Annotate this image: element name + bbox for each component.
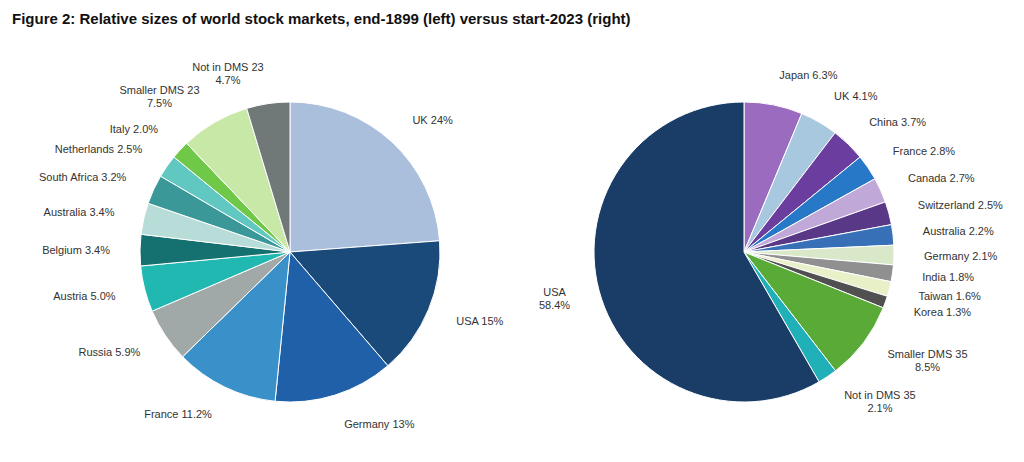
slice-label: South Africa 3.2% xyxy=(39,171,127,183)
slice-label: Germany 13% xyxy=(344,418,415,430)
slice-label: Netherlands 2.5% xyxy=(55,143,143,155)
slice-label: Australia 3.4% xyxy=(44,206,115,218)
slice-label: Smaller DMS 237.5% xyxy=(119,84,199,109)
title: Figure 2: Relative sizes of world stock … xyxy=(12,10,631,27)
pie xyxy=(140,102,440,402)
slice-label: Switzerland 2.5% xyxy=(918,199,1003,211)
slice-label: UK 24% xyxy=(412,114,453,126)
chart: Figure 2: Relative sizes of world stock … xyxy=(0,0,1024,462)
slice-label: France 11.2% xyxy=(144,408,212,420)
slice-label: Germany 2.1% xyxy=(924,250,998,262)
slice-label: USA 15% xyxy=(456,315,503,327)
slice-label: Russia 5.9% xyxy=(79,346,141,358)
slice-label: Belgium 3.4% xyxy=(42,244,110,256)
slice-label: Smaller DMS 358.5% xyxy=(888,348,968,373)
slice-label: Not in DMS 234.7% xyxy=(192,61,264,86)
slice-label: Canada 2.7% xyxy=(908,172,975,184)
slice-label: USA58.4% xyxy=(539,286,570,311)
pie-slice xyxy=(594,102,819,402)
slice-label: Austria 5.0% xyxy=(53,290,116,302)
slice-label: Not in DMS 352.1% xyxy=(844,389,916,414)
pie xyxy=(594,102,894,402)
slice-label: Taiwan 1.6% xyxy=(918,290,981,302)
slice-label: India 1.8% xyxy=(922,271,974,283)
pie-slice xyxy=(275,252,388,402)
slice-label: Japan 6.3% xyxy=(779,69,837,81)
pie-slice xyxy=(247,102,290,252)
slice-label: France 2.8% xyxy=(893,145,956,157)
slice-label: UK 4.1% xyxy=(834,90,878,102)
slice-label: Korea 1.3% xyxy=(914,306,972,318)
slice-label: Australia 2.2% xyxy=(923,225,994,237)
slice-label: Italy 2.0% xyxy=(110,123,159,135)
slice-label: China 3.7% xyxy=(869,116,926,128)
